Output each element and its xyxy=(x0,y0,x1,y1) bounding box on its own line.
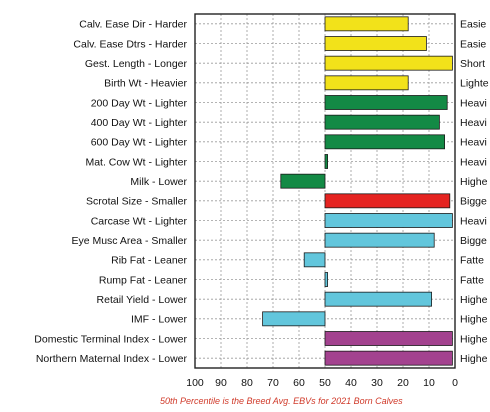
bar xyxy=(324,272,328,287)
direction-label: Lighte xyxy=(460,78,489,90)
chart-bars xyxy=(262,16,453,366)
category-label: Calv. Ease Dir - Harder xyxy=(79,19,187,31)
direction-label: Highe xyxy=(460,353,488,365)
direction-label: Heavi xyxy=(460,137,487,149)
bar xyxy=(324,213,453,228)
plot-frame xyxy=(194,13,456,369)
x-tick-label: 100 xyxy=(186,377,204,389)
bar xyxy=(324,154,328,169)
direction-label: Highe xyxy=(460,294,488,306)
direction-label: Fatte xyxy=(460,274,484,286)
category-label: Rump Fat - Leaner xyxy=(99,274,188,286)
direction-label: Bigge xyxy=(460,235,487,247)
x-tick-label: 0 xyxy=(452,377,458,389)
category-label: Milk - Lower xyxy=(130,176,187,188)
direction-label: Easie xyxy=(460,38,486,50)
category-label: Northern Maternal Index - Lower xyxy=(36,353,188,365)
category-label: 200 Day Wt - Lighter xyxy=(91,97,188,109)
bar xyxy=(324,193,451,209)
category-label: Mat. Cow Wt - Lighter xyxy=(85,156,187,168)
bar xyxy=(324,134,445,150)
category-label: Retail Yield - Lower xyxy=(97,294,188,306)
bar xyxy=(324,75,409,91)
bar xyxy=(280,173,326,189)
x-tick-label: 30 xyxy=(371,377,383,389)
bar xyxy=(324,350,453,366)
category-label: Gest. Length - Longer xyxy=(85,58,188,70)
direction-label: Short xyxy=(460,58,485,70)
direction-label: Highe xyxy=(460,314,488,326)
category-label: Rib Fat - Leaner xyxy=(111,255,187,267)
category-label: Eye Musc Area - Smaller xyxy=(71,235,187,247)
x-tick-label: 20 xyxy=(397,377,409,389)
x-tick-label: 90 xyxy=(215,377,227,389)
direction-label: Fatte xyxy=(460,255,484,267)
category-label: 400 Day Wt - Lighter xyxy=(91,117,188,129)
direction-labels: Easie Easie Short Lighte Heavi Heavi Heavi Heav… xyxy=(460,19,489,365)
footnote: 50th Percentile is the Breed Avg. EBVs f… xyxy=(160,396,403,406)
category-labels: Calv. Ease Dir - Harder Calv. Ease Dtrs -… xyxy=(34,19,187,365)
x-tick-label: 80 xyxy=(241,377,253,389)
x-tick-label: 40 xyxy=(345,377,357,389)
x-tick-labels: 100 90 80 70 60 50 40 30 20 10 0 xyxy=(186,377,458,389)
category-label: Domestic Terminal Index - Lower xyxy=(34,333,187,345)
direction-label: Heavi xyxy=(460,117,487,129)
bar xyxy=(324,331,453,346)
category-label: Carcase Wt - Lighter xyxy=(91,215,188,227)
direction-label: Heavi xyxy=(460,97,487,109)
bar xyxy=(324,36,427,51)
bar xyxy=(324,291,432,307)
bar xyxy=(324,114,440,130)
direction-label: Highe xyxy=(460,176,488,188)
bar xyxy=(262,311,326,327)
direction-label: Heavi xyxy=(460,156,487,168)
category-label: Calv. Ease Dtrs - Harder xyxy=(73,38,187,50)
bar xyxy=(324,95,448,110)
direction-label: Highe xyxy=(460,333,488,345)
direction-label: Heavi xyxy=(460,215,487,227)
direction-label: Bigge xyxy=(460,196,487,208)
category-label: Scrotal Size - Smaller xyxy=(86,196,187,208)
x-tick-label: 70 xyxy=(267,377,279,389)
x-tick-label: 50 xyxy=(319,377,331,389)
bar xyxy=(324,16,409,32)
category-label: 600 Day Wt - Lighter xyxy=(91,137,188,149)
bar xyxy=(303,252,326,268)
bar xyxy=(324,55,453,71)
category-label: Birth Wt - Heavier xyxy=(104,78,187,90)
direction-label: Easie xyxy=(460,19,486,31)
category-label: IMF - Lower xyxy=(131,314,188,326)
x-tick-label: 10 xyxy=(423,377,435,389)
x-tick-label: 60 xyxy=(293,377,305,389)
bar xyxy=(324,232,435,248)
